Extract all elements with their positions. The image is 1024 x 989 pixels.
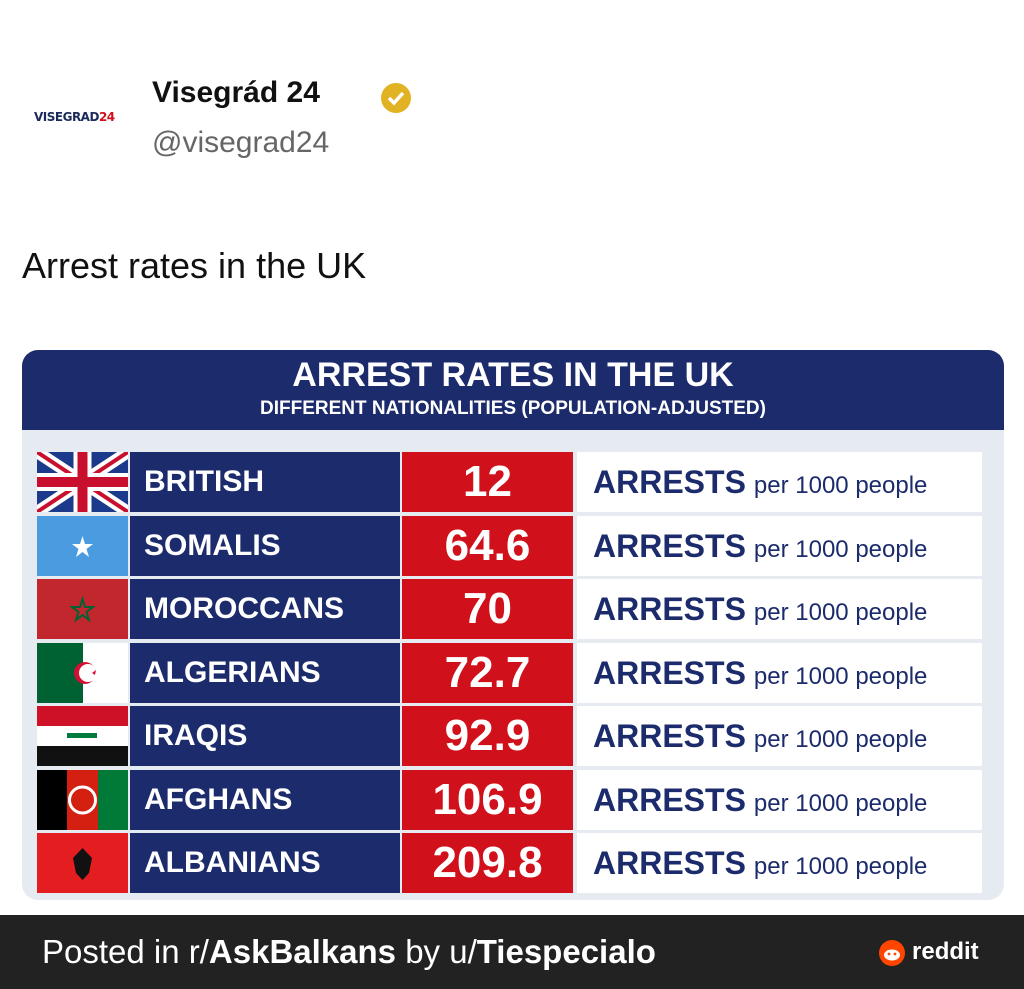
flag (37, 833, 128, 893)
flag (37, 769, 128, 830)
nationality: MOROCCANS (130, 579, 400, 639)
arrest-rate: 106.9 (402, 769, 573, 830)
logo-number: 24 (98, 110, 115, 124)
footer-middle: by u/ (396, 933, 477, 970)
table-row: BRITISH 12 ARRESTS per 1000 people (37, 452, 982, 512)
unit: ARRESTS (593, 845, 746, 881)
unit: ARRESTS (593, 781, 746, 818)
table-row: AFGHANS 106.9 ARRESTS per 1000 people (37, 769, 982, 830)
table-row: IRAQIS 92.9 ARRESTS per 1000 people (37, 706, 982, 766)
per-people: per 1000 people (753, 789, 928, 817)
nationality: ALBANIANS (130, 833, 400, 893)
table-row: ALBANIANS 209.8 ARRESTS per 1000 people (37, 833, 982, 893)
per-people: per 1000 people (753, 853, 928, 880)
unit: ARRESTS (593, 718, 746, 754)
infographic-subtitle: DIFFERENT NATIONALITIES (POPULATION-ADJU… (260, 398, 766, 419)
rate-unit-cell: ARRESTS per 1000 people (577, 769, 982, 830)
per-people: per 1000 people (753, 662, 928, 690)
subreddit[interactable]: AskBalkans (208, 933, 397, 970)
verified-badge (381, 83, 411, 113)
arrest-rate: 209.8 (402, 833, 573, 893)
reddit-brand: reddit (912, 938, 979, 965)
per-people: per 1000 people (753, 599, 928, 626)
flag (37, 579, 128, 639)
arrest-rate: 72.7 (402, 642, 573, 703)
nationality: AFGHANS (130, 769, 400, 830)
unit: ARRESTS (593, 464, 746, 500)
infographic-title: ARREST RATES IN THE UK (292, 356, 734, 394)
nationality: ALGERIANS (130, 642, 400, 703)
logo: VISEGRAD24 (34, 110, 115, 124)
per-people: per 1000 people (753, 726, 928, 753)
unit: ARRESTS (593, 591, 746, 627)
table-row: ALGERIANS 72.7 ARRESTS per 1000 people (37, 642, 982, 703)
reddit-icon (879, 940, 905, 966)
rate-unit-cell: ARRESTS per 1000 people (577, 452, 982, 512)
per-people: per 1000 people (753, 472, 928, 499)
flag (37, 515, 128, 576)
rate-unit-cell: ARRESTS per 1000 people (577, 706, 982, 766)
flag (37, 642, 128, 703)
infographic-header: ARREST RATES IN THE UK DIFFERENT NATIONA… (22, 350, 1004, 430)
table-row: SOMALIS 64.6 ARRESTS per 1000 people (37, 515, 982, 576)
per-people: per 1000 people (753, 535, 928, 563)
rate-unit-cell: ARRESTS per 1000 people (577, 515, 982, 576)
unit: ARRESTS (593, 527, 746, 564)
unit: ARRESTS (593, 654, 746, 691)
infographic: ARREST RATES IN THE UK DIFFERENT NATIONA… (22, 350, 1004, 900)
arrest-rate: 64.6 (402, 515, 573, 576)
rate-unit-cell: ARRESTS per 1000 people (577, 833, 982, 893)
rate-unit-cell: ARRESTS per 1000 people (577, 579, 982, 639)
nationality: BRITISH (130, 452, 400, 512)
footer: Posted in r/AskBalkans by u/Tiespecialo … (0, 915, 1024, 989)
footer-prefix: Posted in r/ (42, 933, 209, 970)
username[interactable]: Tiespecialo (476, 933, 656, 970)
nationality: SOMALIS (130, 515, 400, 576)
arrest-rate: 92.9 (402, 706, 573, 766)
rate-unit-cell: ARRESTS per 1000 people (577, 642, 982, 703)
flag (37, 452, 128, 512)
arrest-rate: 70 (402, 579, 573, 639)
flag (37, 706, 128, 766)
logo-name: VISEGRAD (34, 110, 99, 124)
post-text: Arrest rates in the UK (22, 245, 367, 286)
author-handle[interactable]: @visegrad24 (152, 126, 330, 159)
nationality: IRAQIS (130, 706, 400, 766)
author-name[interactable]: Visegrád 24 (152, 76, 320, 109)
table-row: MOROCCANS 70 ARRESTS per 1000 people (37, 579, 982, 639)
arrest-rate: 12 (402, 452, 573, 512)
